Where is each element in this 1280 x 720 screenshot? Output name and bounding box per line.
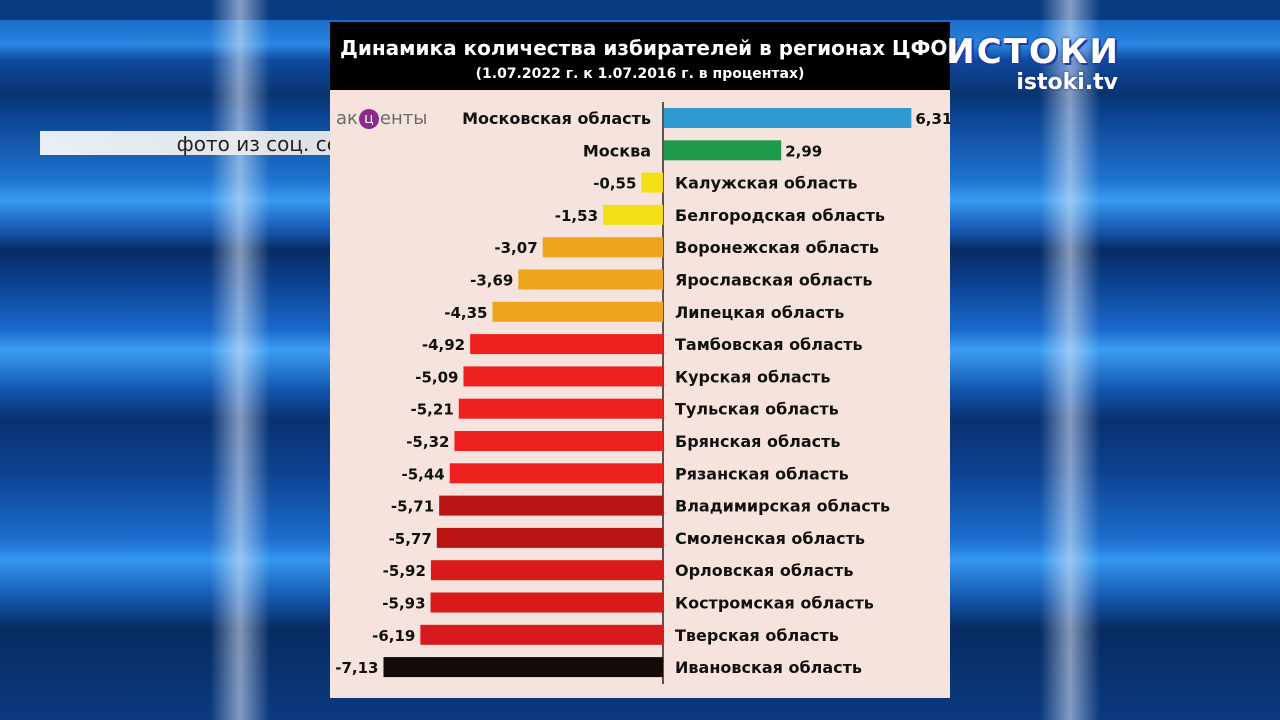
bar [664,108,912,128]
bar [463,366,663,387]
chart-header: Динамика количества избирателей в регион… [330,22,950,90]
bar [492,301,663,322]
value-label: -5,09 [415,368,458,386]
category-label: Костромская область [675,594,874,613]
value-label: -6,19 [372,627,415,645]
bar [439,495,663,516]
category-label: Владимирская область [675,497,890,516]
value-label: -5,21 [411,401,454,419]
value-label: -5,93 [382,595,425,613]
chart-panel: Динамика количества избирателей в регион… [330,22,950,698]
bar [542,237,663,258]
category-label: Воронежская область [675,238,879,257]
value-label: -5,71 [391,498,434,516]
category-label: Рязанская область [675,464,849,483]
value-label: -5,44 [402,465,445,483]
value-label: -3,07 [494,239,537,257]
bar [641,172,663,193]
category-label: Москва [583,141,651,160]
value-label: 6,31 [915,110,950,128]
bar [454,431,663,451]
background-light-column [1040,0,1100,720]
value-label: -4,92 [422,336,465,354]
accent-logo-mark: ц [358,109,379,129]
bar [458,398,663,419]
category-label: Тамбовская область [675,335,863,354]
value-label: -5,77 [389,530,432,548]
chart-subtitle: (1.07.2022 г. к 1.07.2016 г. в процентах… [475,66,805,82]
bar [449,463,663,484]
category-label: Орловская область [675,561,853,580]
category-label: Тверская область [675,626,839,645]
bar [436,527,663,548]
bar [430,592,663,613]
category-label: Липецкая область [675,303,844,322]
channel-name: ИСТОКИ [946,32,1120,72]
value-label: -5,32 [406,433,449,451]
channel-url: istoki.tv [1016,70,1118,95]
category-label: Ивановская область [675,658,862,677]
chart-title: Динамика количества избирателей в регион… [340,36,948,60]
bar [383,657,663,678]
bar [470,334,663,355]
bar [664,140,782,161]
bar [430,560,663,581]
value-label: -5,92 [383,562,426,580]
category-label: Белгородская область [675,206,885,225]
accent-logo-right: енты [379,108,428,129]
value-label: -7,13 [335,659,378,677]
value-label: -0,55 [593,175,636,193]
category-label: Смоленская область [675,529,865,548]
bar [420,624,663,645]
category-label: Брянская область [675,432,841,451]
category-label: Ярославская область [675,271,872,290]
category-label: Калужская область [675,174,857,193]
channel-logo: ИСТОКИ istoki.tv [920,32,1120,102]
bar [518,269,663,290]
background-light-column [210,0,270,720]
accent-logo-left: ак [336,108,358,129]
value-label: -1,53 [555,207,598,225]
value-label: -4,35 [444,304,487,322]
value-label: -3,69 [470,272,513,290]
category-label: Московская область [462,109,651,128]
accent-logo: ак ц енты [336,108,427,129]
value-label: 2,99 [785,142,822,160]
category-label: Курская область [675,367,831,386]
photo-credit-strip: фото из соц. сетей [40,131,380,156]
category-label: Тульская область [675,400,839,419]
bar-chart: 6,31 Московская область 2,99 Москва -0,55 Кал… [335,102,950,684]
bar [603,204,663,225]
